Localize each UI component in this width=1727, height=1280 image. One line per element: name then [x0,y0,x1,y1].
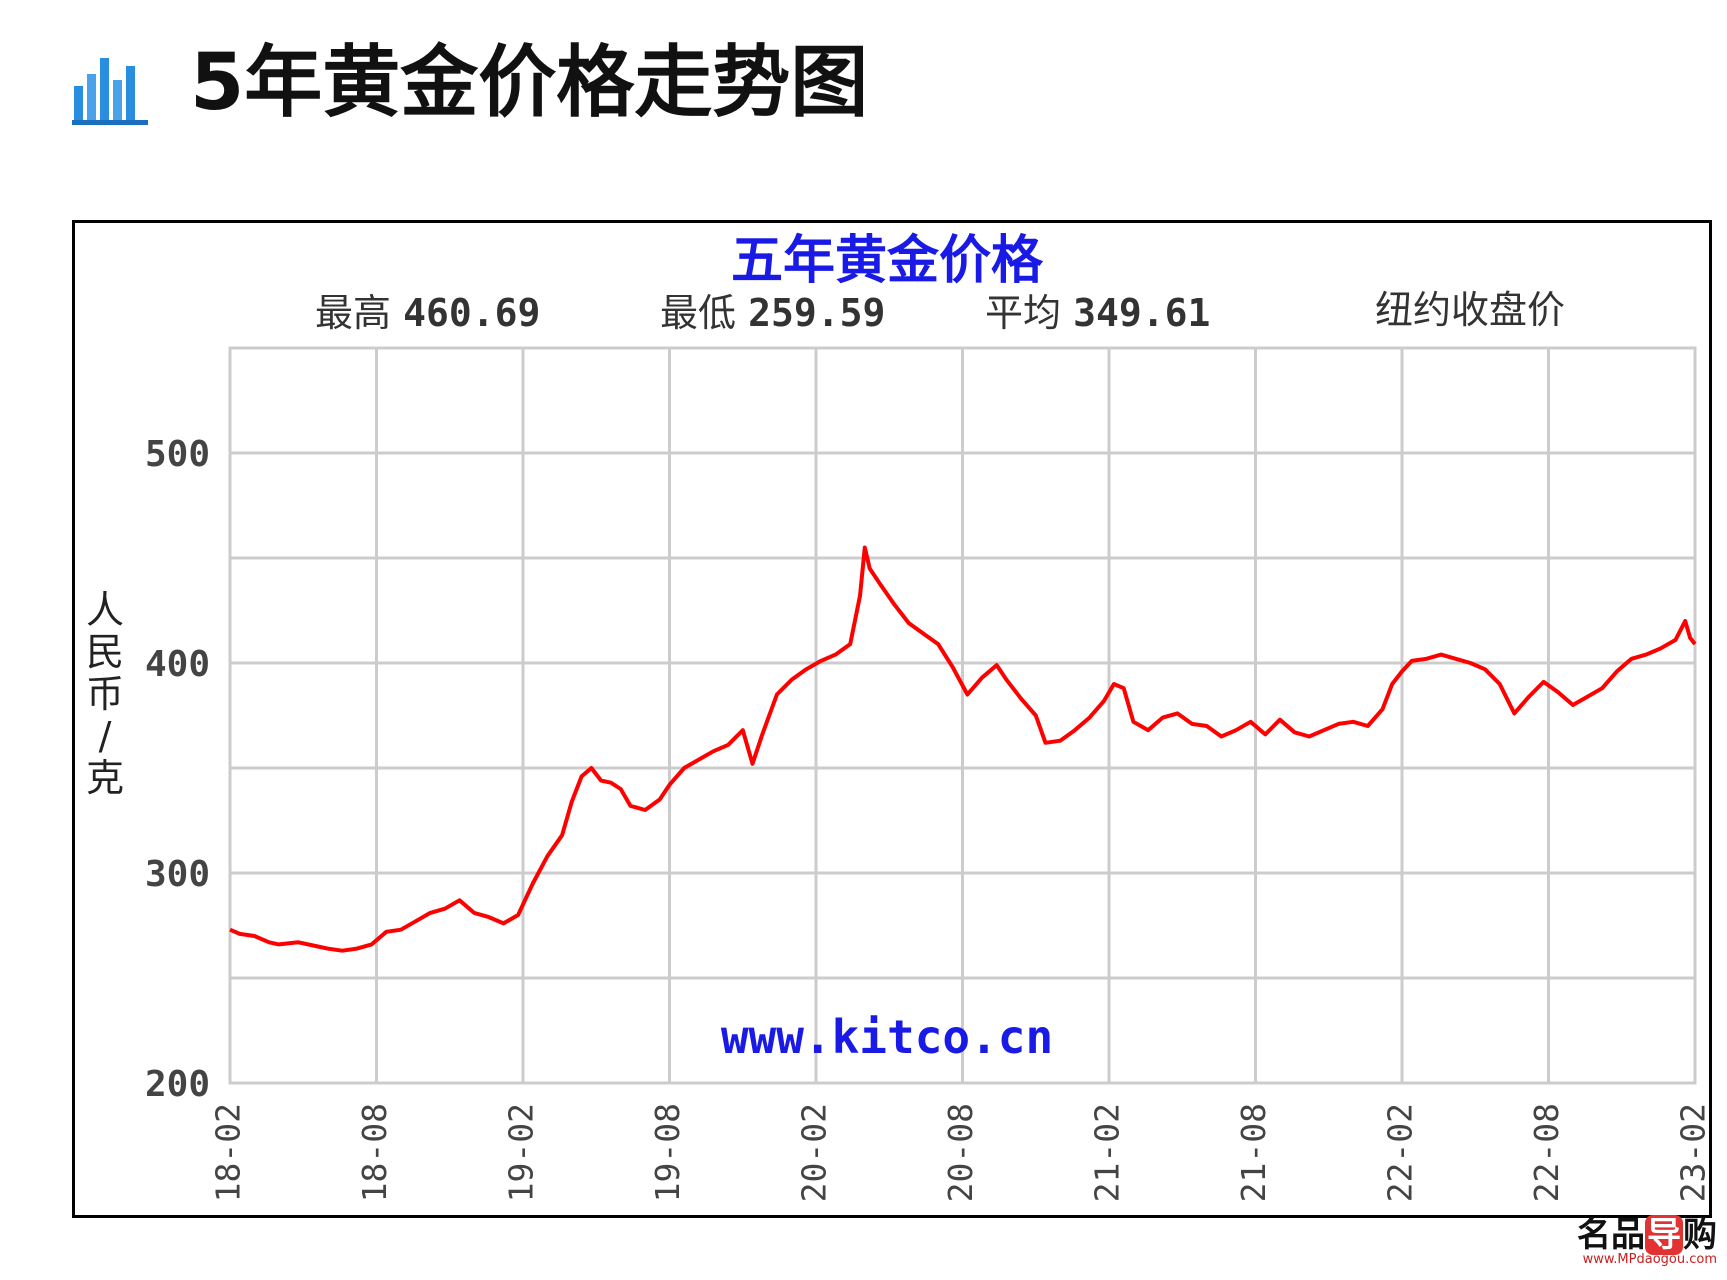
stat-item: 最高 460.69 [315,291,540,335]
y-axis-label-char: / [99,714,112,758]
price-note: 纽约收盘价 [1375,288,1565,332]
watermark-url: www.MPdaogou.com [1582,1252,1717,1267]
page-title: 5年黄金价格走势图 [190,38,869,128]
stat-value: 349.61 [1073,291,1210,335]
x-tick-label: 22-08 [1527,1103,1566,1202]
stat-item: 平均 349.61 [985,291,1210,335]
y-axis-label-char: 克 [86,756,124,800]
bar-chart-icon [72,58,148,125]
x-tick-label: 18-08 [355,1103,394,1202]
stat-value: 460.69 [403,291,540,335]
x-tick-label: 19-08 [648,1103,687,1202]
chart-title: 五年黄金价格 [731,231,1044,291]
y-axis-label-char: 人 [86,588,124,632]
x-tick-label: 21-08 [1234,1103,1273,1202]
stat-value: 259.59 [748,291,885,335]
x-tick-label: 18-02 [209,1103,248,1202]
stat-label: 最高 [315,291,403,335]
y-axis-label-char: 币 [86,672,124,716]
x-tick-label: 22-02 [1381,1103,1420,1202]
y-tick-label: 500 [145,434,210,475]
x-tick-label: 21-02 [1088,1103,1127,1202]
y-tick-label: 200 [145,1064,210,1105]
x-tick-label: 20-02 [795,1103,834,1202]
stat-label: 最低 [660,291,748,335]
x-tick-label: 20-08 [941,1103,980,1202]
price-line [229,545,1697,953]
y-tick-label: 400 [145,644,210,685]
gold-price-chart: 200 300 400 500 18-02 18-08 19-02 19-08 20-02 20-… [86,231,1710,1202]
x-tick-label: 23-02 [1674,1103,1710,1202]
x-tick-label: 19-02 [502,1103,541,1202]
y-axis-label-char: 民 [86,630,124,674]
y-tick-label: 300 [145,854,210,895]
stat-item: 最低 259.59 [660,291,885,335]
watermark-logo: 名品导购 [1577,1215,1717,1255]
chart-frame: 200 300 400 500 18-02 18-08 19-02 19-08 20-02 20-… [72,220,1712,1218]
stat-label: 平均 [985,291,1073,335]
source-label: www.kitco.cn [721,1010,1053,1064]
watermark: 名品导购 www.MPdaogou.com [1577,1215,1717,1268]
